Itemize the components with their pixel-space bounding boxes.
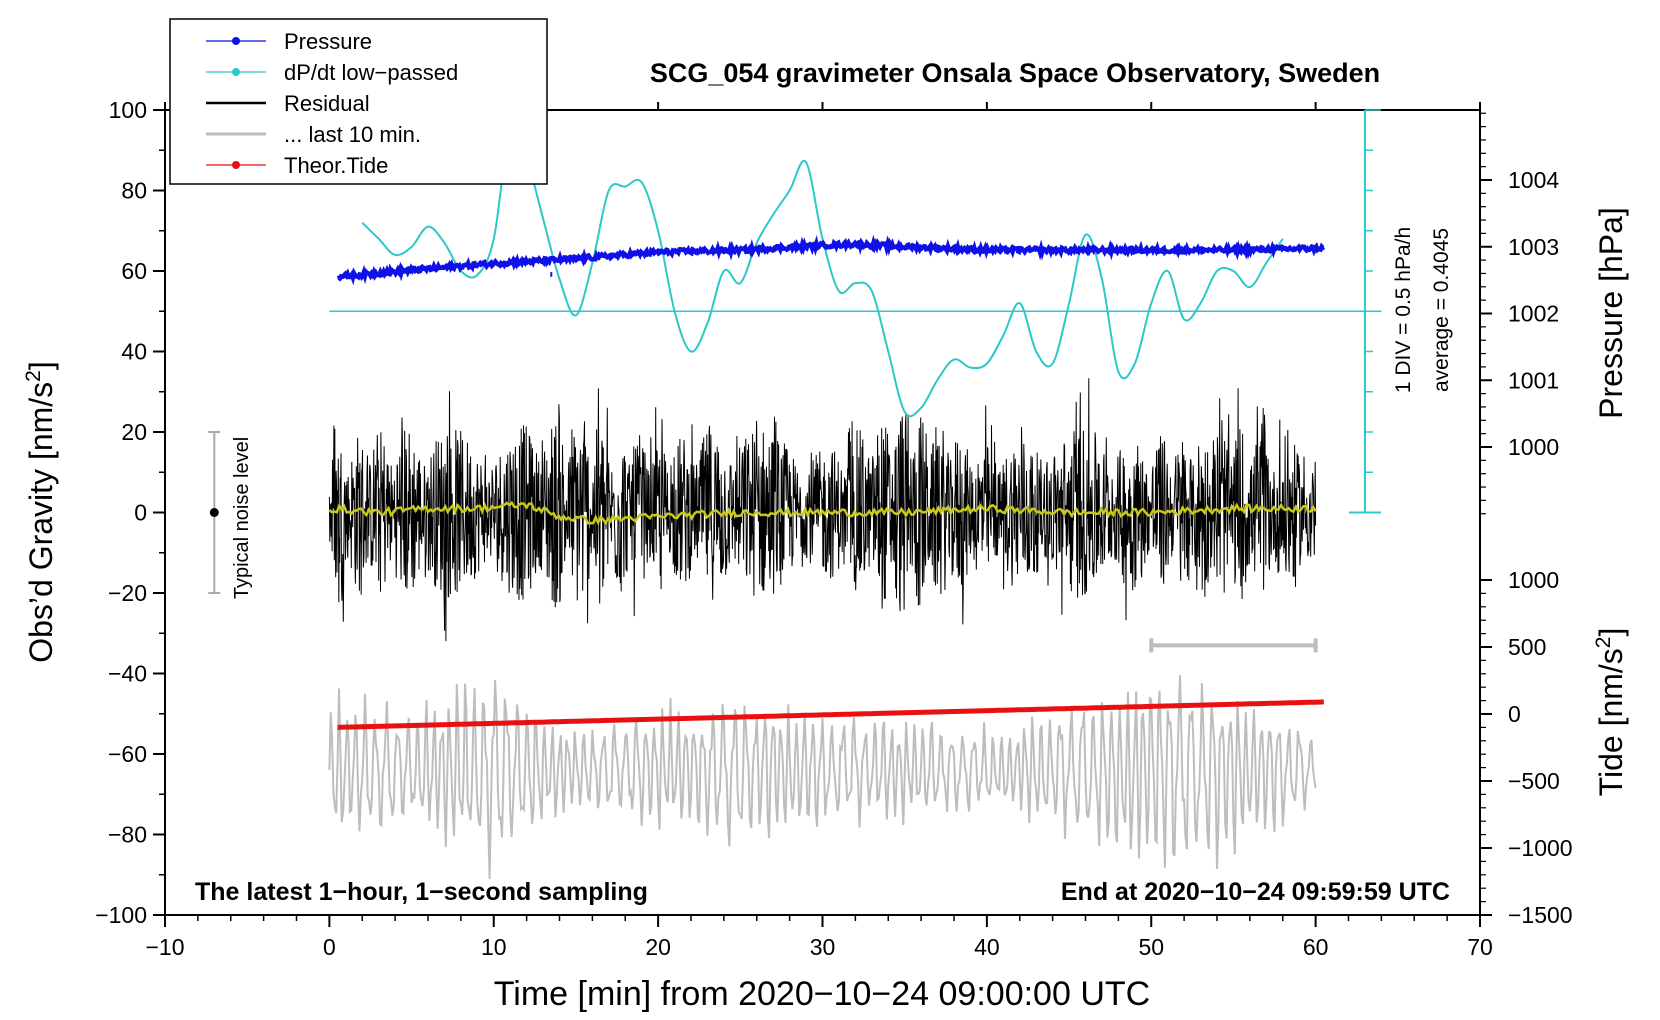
legend-label: dP/dt low−passed (284, 60, 458, 85)
x-tick-label: 70 (1467, 934, 1493, 960)
x-axis-label: Time [min] from 2020−10−24 09:00:00 UTC (494, 975, 1150, 1013)
legend-label: Theor.Tide (284, 153, 388, 178)
legend-label: Residual (284, 91, 370, 116)
pressure-tick-label: 1001 (1508, 367, 1559, 393)
x-tick-label: 60 (1303, 934, 1329, 960)
x-tick-label: 20 (645, 934, 671, 960)
x-tick-label: −10 (145, 934, 184, 960)
left-axis-ticks: −100 −80 −60 −40 −20 0 20 40 60 80 100 (95, 97, 165, 928)
left-axis-label: Obs’d Gravity [nm/s2] (22, 361, 59, 663)
pressure-line (336, 234, 1326, 286)
x-tick-label: 30 (810, 934, 836, 960)
left-axis-label-end: ] (23, 361, 59, 370)
left-tick-label: −20 (108, 580, 147, 606)
chart-title: SCG_054 gravimeter Onsala Space Observat… (650, 58, 1380, 88)
last-10-min-line (328, 675, 1317, 879)
residual-mean-line (328, 500, 1317, 526)
theoretical-tide-series (337, 699, 1324, 730)
legend-label: Pressure (284, 29, 372, 54)
legend-label: ... last 10 min. (284, 122, 421, 147)
bottom-right-note: End at 2020−10−24 09:59:59 UTC (1061, 878, 1450, 906)
scale-bar-label-div: 1 DIV = 0.5 hPa/h (1392, 227, 1415, 393)
pressure-tick-label: 1004 (1508, 167, 1559, 193)
scale-bar-label-average: average = 0.4045 (1430, 228, 1453, 392)
tide-tick-label: −1500 (1508, 902, 1573, 928)
tide-axis-label: Tide [nm/s2] (1592, 628, 1629, 797)
x-tick-label: 0 (323, 934, 336, 960)
left-tick-label: 40 (121, 339, 147, 365)
tide-tick-label: 1000 (1508, 567, 1559, 593)
left-tick-label: −100 (95, 902, 147, 928)
theoretical-tide-line (337, 699, 1324, 730)
tide-tick-label: 500 (1508, 634, 1546, 660)
pressure-tick-label: 1002 (1508, 301, 1559, 327)
tide-axis-label-main: Tide [nm/s (1593, 648, 1629, 796)
pressure-series (336, 234, 1326, 286)
left-axis-label-sup: 2 (22, 370, 45, 382)
tide-axis-ticks: −1500 −1000 −500 0 500 1000 (1480, 567, 1573, 928)
pressure-axis-ticks: 1000 1001 1002 1003 1004 (1480, 112, 1559, 515)
left-tick-label: 60 (121, 258, 147, 284)
legend: Pressure dP/dt low−passed Residual ... last… (169, 18, 548, 185)
annotation-layer (208, 109, 1381, 653)
last-10-min-series (328, 675, 1317, 879)
tide-axis-label-sup: 2 (1592, 637, 1615, 649)
x-tick-label: 40 (974, 934, 1000, 960)
x-axis-ticks: −10 0 10 20 30 40 50 60 70 (145, 102, 1493, 960)
left-tick-label: −40 (108, 661, 147, 687)
tide-tick-label: −500 (1508, 768, 1560, 794)
pressure-axis-label: Pressure [hPa] (1593, 207, 1629, 419)
tide-tick-label: 0 (1508, 701, 1521, 727)
left-tick-label: 20 (121, 419, 147, 445)
noise-level-label: Typical noise level (231, 437, 253, 599)
left-tick-label: −60 (108, 741, 147, 767)
tide-axis-label-end: ] (1593, 628, 1629, 637)
pressure-tick-label: 1000 (1508, 434, 1559, 460)
left-axis-label-main: Obs’d Gravity [nm/s (23, 382, 59, 663)
x-tick-label: 10 (481, 934, 507, 960)
residual-mean-series (328, 500, 1317, 526)
legend-box (169, 18, 548, 185)
legend-swatch-marker (232, 161, 240, 169)
left-tick-label: 0 (134, 500, 147, 526)
x-tick-label: 50 (1138, 934, 1164, 960)
noise-bar-center-dot (209, 508, 219, 517)
left-tick-label: −80 (108, 822, 147, 848)
left-tick-label: 80 (121, 178, 147, 204)
tide-tick-label: −1000 (1508, 835, 1573, 861)
legend-entries: Pressure dP/dt low−passed Residual ... last… (206, 29, 458, 178)
pressure-tick-label: 1003 (1508, 234, 1559, 260)
left-tick-label: 100 (109, 97, 147, 123)
legend-swatch-marker (232, 37, 240, 45)
bottom-left-note: The latest 1−hour, 1−second sampling (195, 878, 648, 906)
legend-swatch-marker (232, 68, 240, 76)
